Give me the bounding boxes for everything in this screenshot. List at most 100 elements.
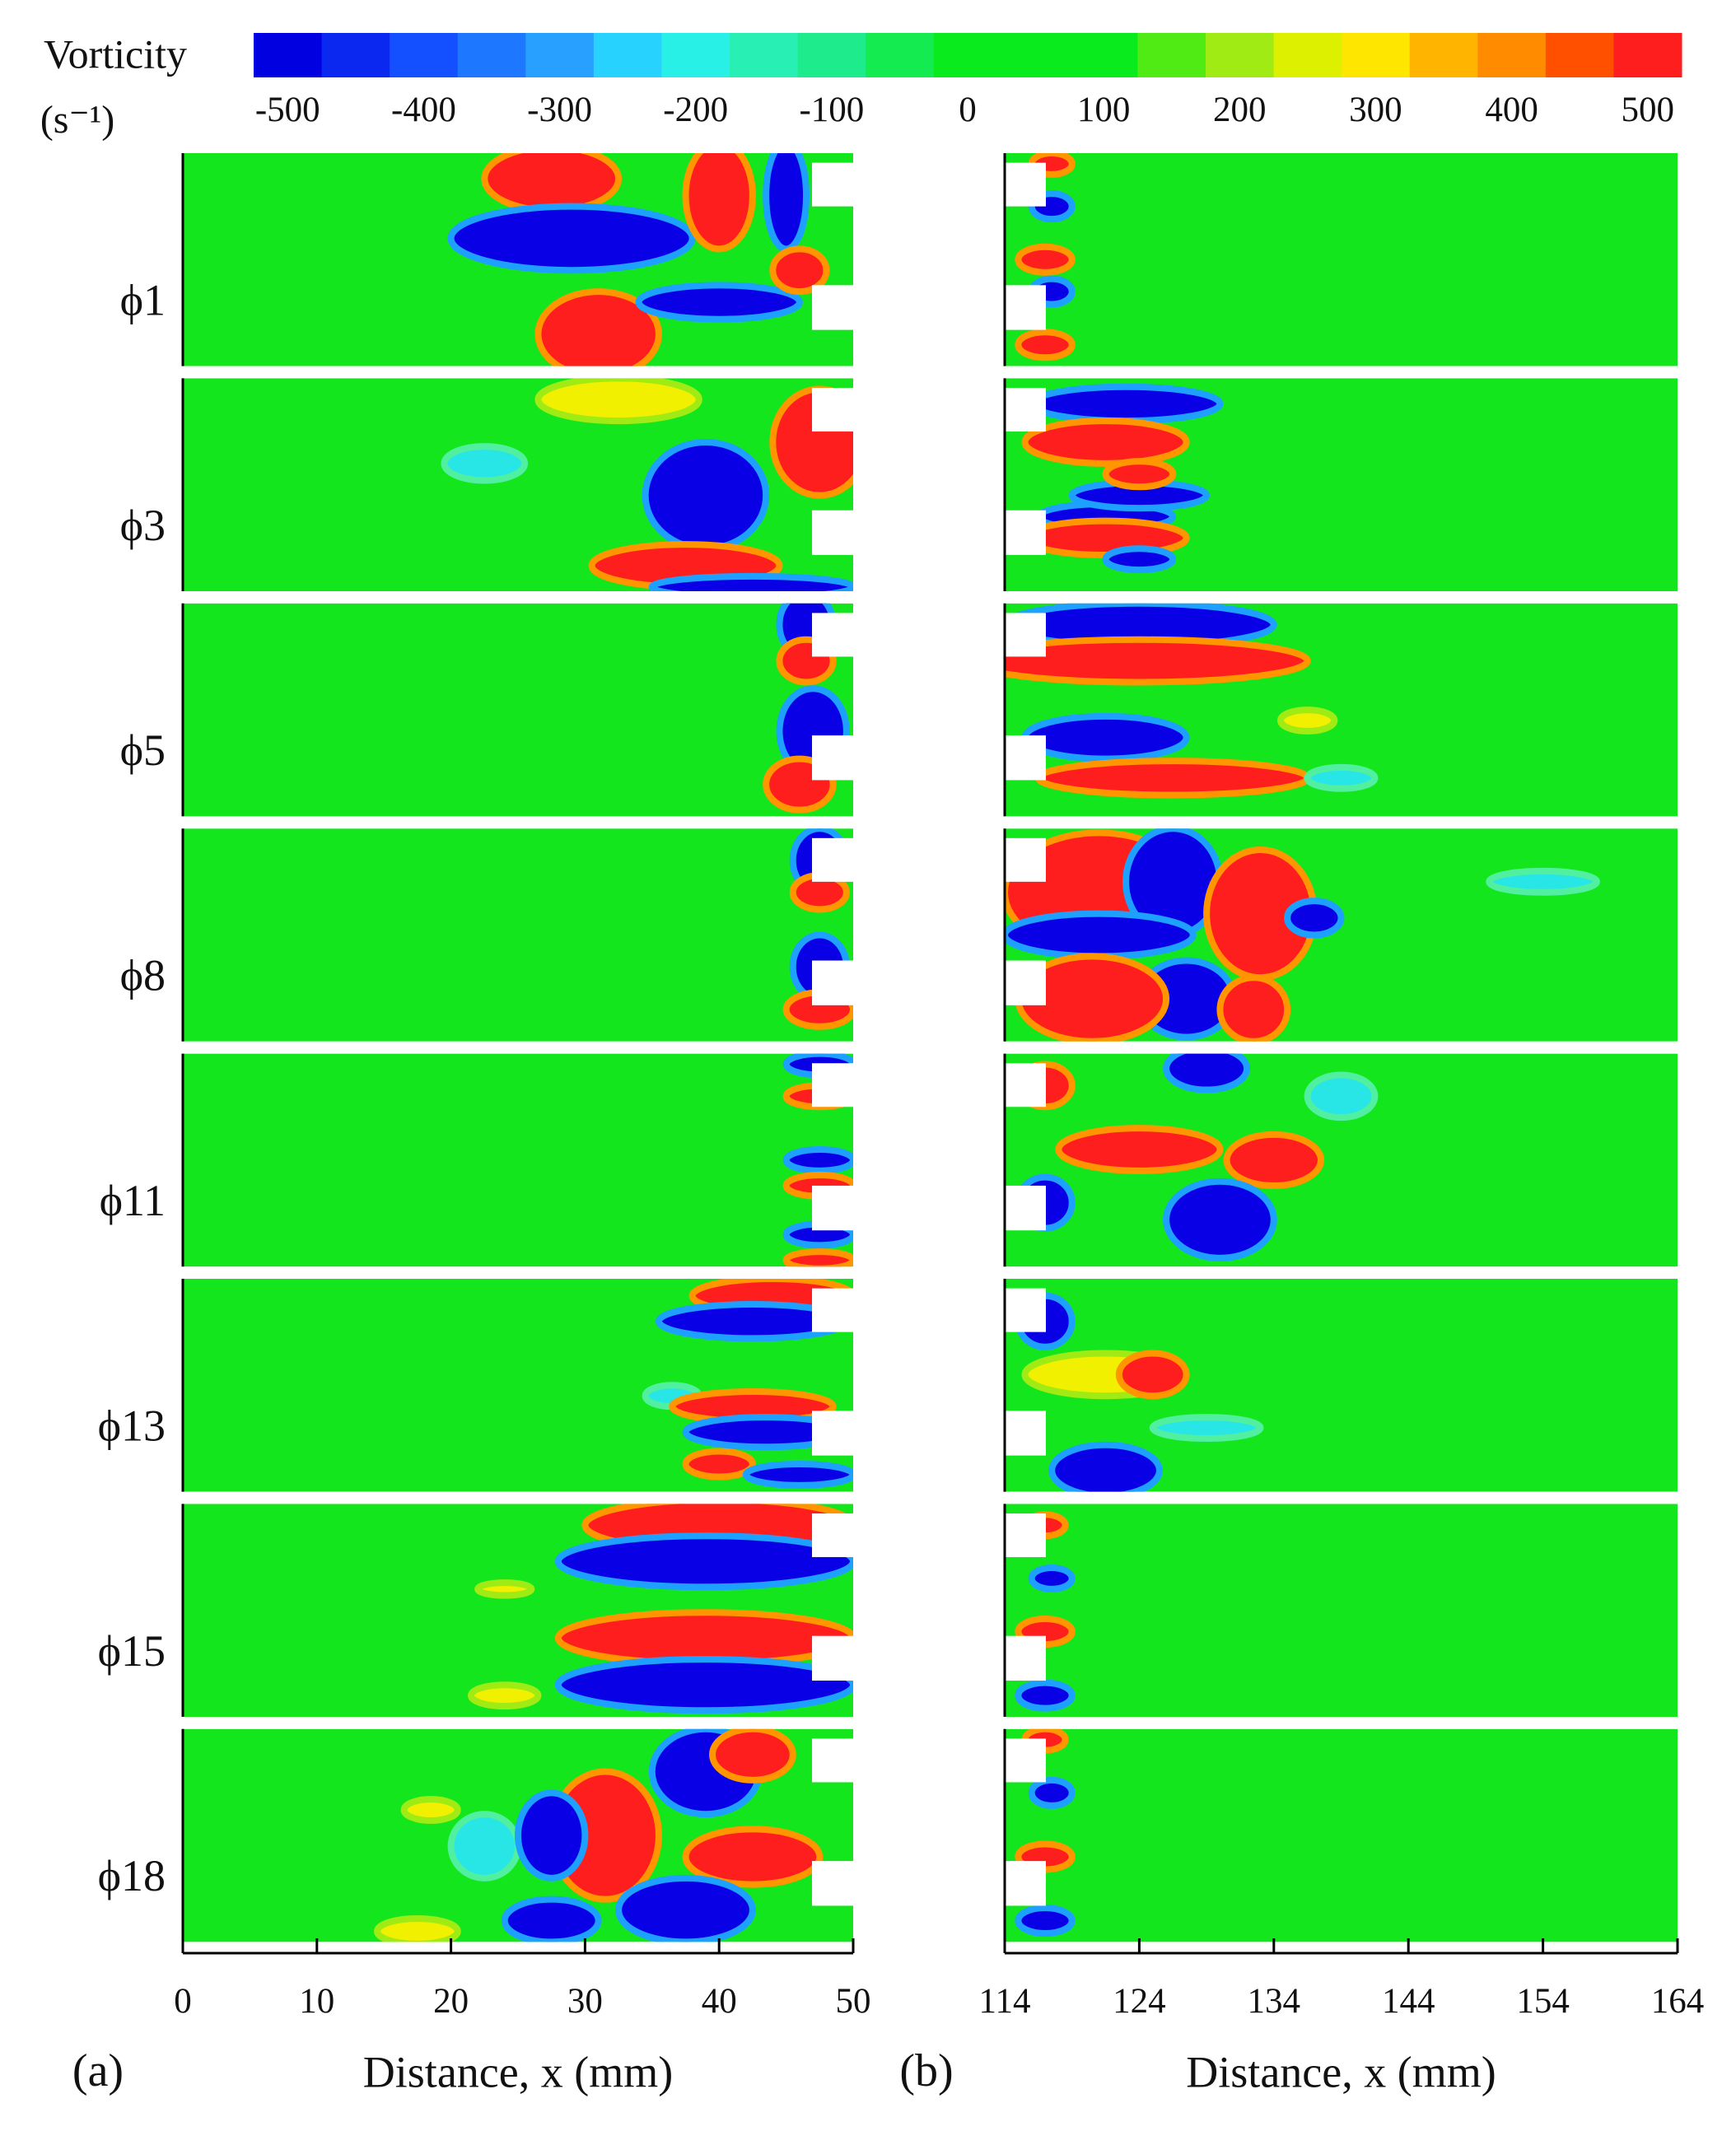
obstacle [1005, 1185, 1046, 1231]
vortex [763, 153, 810, 253]
x-axis-title: Distance, x (mm) [1186, 2047, 1496, 2096]
colorbar-band [1273, 33, 1342, 77]
x-tick-label: 10 [299, 1982, 334, 2021]
obstacle [1005, 837, 1046, 882]
obstacle [812, 735, 853, 781]
vortex [1102, 545, 1177, 574]
vortex [1115, 1350, 1190, 1400]
obstacle [1005, 1063, 1046, 1107]
panel-label: (b) [899, 2045, 953, 2096]
vortex [554, 1656, 853, 1714]
vortex [468, 1681, 542, 1710]
obstacle [812, 1288, 853, 1332]
colorbar-band [933, 33, 1002, 77]
obstacle [1005, 1411, 1046, 1456]
contour-background [1005, 1728, 1678, 1942]
contour-background [1005, 153, 1678, 366]
vortex [1304, 1071, 1379, 1121]
obstacle [812, 1185, 853, 1231]
colorbar-tick-label: 500 [1621, 91, 1674, 129]
obstacle [812, 1063, 853, 1107]
vortex [1276, 706, 1338, 734]
x-tick-label: 0 [174, 1982, 192, 2021]
row-label: ϕ5 [120, 725, 166, 775]
contour-panel [1005, 378, 1678, 591]
colorbar-band [593, 33, 662, 77]
x-tick-label: 114 [979, 1982, 1031, 2021]
contour-panel [183, 828, 853, 1042]
obstacle [812, 388, 853, 432]
obstacle [1005, 510, 1046, 556]
colorbar-unit: (s⁻¹) [40, 98, 114, 142]
contour-background [183, 1053, 853, 1267]
contour-panel [183, 1279, 853, 1492]
colorbar-band [661, 33, 730, 77]
row-label: ϕ1 [120, 275, 166, 324]
vortex [554, 1532, 853, 1591]
row-label: ϕ18 [98, 1851, 166, 1900]
vortex [534, 378, 702, 425]
vortex [441, 443, 529, 484]
vortex [1015, 329, 1076, 361]
contour-panel [183, 1728, 853, 1942]
colorbar-band [730, 33, 799, 77]
row-label: ϕ3 [120, 501, 166, 550]
obstacle [1005, 388, 1046, 432]
obstacle [812, 162, 853, 207]
colorbar-band [1477, 33, 1547, 77]
vortex [554, 1609, 853, 1667]
contour-panel [183, 1504, 853, 1717]
colorbar-band [254, 33, 323, 77]
x-tick-label: 50 [836, 1982, 871, 2021]
colorbar-tick-label: -200 [663, 91, 728, 129]
vortex [648, 572, 853, 591]
colorbar-tick-label: -500 [255, 91, 320, 129]
obstacle [812, 837, 853, 882]
colorbar-tick-label: 0 [959, 91, 977, 129]
x-tick-label: 40 [702, 1982, 737, 2021]
vortex [742, 1460, 853, 1489]
colorbar-band [1137, 33, 1206, 77]
vortex [447, 203, 696, 274]
colorbar-band [797, 33, 866, 77]
contour-panel [1005, 1504, 1678, 1717]
obstacle [812, 1861, 853, 1906]
contour-background [1005, 1504, 1678, 1717]
colorbar-band [1069, 33, 1138, 77]
colorbar-band [1409, 33, 1478, 77]
row-label: ϕ15 [98, 1626, 166, 1676]
colorbar-band [321, 33, 390, 77]
colorbar-band [525, 33, 595, 77]
colorbar-band [1545, 33, 1614, 77]
x-tick-label: 164 [1651, 1982, 1705, 2021]
contour-panel [183, 1053, 853, 1267]
vortex [1005, 910, 1197, 960]
colorbar-title: Vorticity [44, 30, 187, 77]
vortex [769, 245, 830, 296]
colorbar-band [390, 33, 459, 77]
obstacle [812, 1635, 853, 1681]
vortex [1304, 763, 1379, 792]
colorbar-band [1613, 33, 1682, 77]
vortex [682, 1448, 756, 1481]
vortex [1055, 1125, 1224, 1174]
vortex [1005, 636, 1311, 686]
colorbar-band [1001, 33, 1071, 77]
vortex [481, 153, 623, 214]
colorbar-tick-label: -100 [799, 91, 864, 129]
vortex [709, 1728, 796, 1784]
colorbar-tick-label: 300 [1349, 91, 1402, 129]
colorbar-tick-label: -300 [527, 91, 592, 129]
vortex [1015, 1679, 1076, 1712]
x-tick-label: 124 [1113, 1982, 1166, 2021]
contour-panel [1005, 1728, 1678, 1942]
contour-panel [1005, 1053, 1678, 1267]
colorbar-tick-label: -400 [391, 91, 456, 129]
obstacle [812, 1513, 853, 1558]
x-tick-label: 30 [567, 1982, 603, 2021]
colorbar-tick-label: 200 [1213, 91, 1267, 129]
vortex [1102, 458, 1177, 491]
vortex [1034, 758, 1311, 799]
vortex [1021, 417, 1190, 467]
